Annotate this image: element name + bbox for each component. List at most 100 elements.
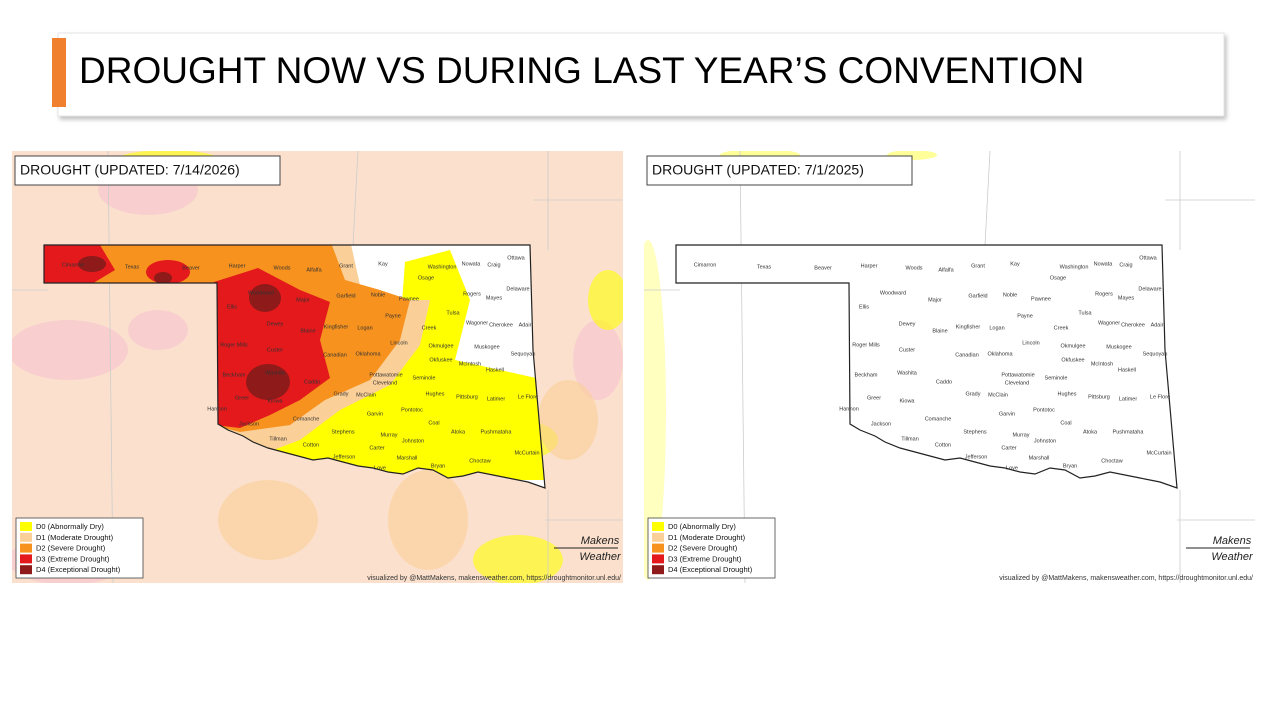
county-label: Washita [265,370,286,376]
county-label: McIntosh [459,361,481,367]
county-label: Payne [385,313,401,319]
legend-label: D4 (Exceptional Drought) [668,565,753,574]
county-label: Cherokee [489,322,513,328]
county-label: Pontotoc [401,407,423,413]
county-label: Adair [519,322,532,328]
map-panel: Cimarron Texas Beaver Harper Woods Alfalfa Gra… [12,151,623,583]
county-label: Comanche [925,416,952,422]
title-accent [52,38,66,107]
county-label: Grady [334,391,349,397]
county-label: Washita [897,370,918,376]
legend-label: D1 (Moderate Drought) [36,533,114,542]
map-title-box [646,155,913,186]
county-label: Hughes [1058,391,1077,397]
border-line [984,151,991,246]
slide-title: DROUGHT NOW VS DURING LAST YEAR’S CONVEN… [79,50,1084,91]
map-title: DROUGHT (UPDATED: 7/1/2025) [652,162,864,178]
county-label: Washington [428,264,457,270]
border-line [352,151,359,246]
county-label: Pittsburg [1088,394,1110,400]
county-label: Garfield [968,293,987,299]
county-label: Coal [1060,420,1071,426]
county-label: Jackson [239,421,259,427]
county-label: Pushmataha [1113,429,1145,435]
legend-swatch [652,554,664,564]
county-label: Seminole [413,375,436,381]
county-label: Rogers [1095,291,1113,297]
county-label: Beaver [182,265,200,271]
county-label: Latimer [487,396,506,402]
county-label: Ottawa [1139,255,1157,261]
county-label: Noble [1003,292,1017,298]
county-label: Rogers [463,291,481,297]
county-label: Delaware [1138,286,1161,292]
county-label: Craig [487,262,500,268]
county-label: Alfalfa [306,267,322,273]
county-label: Carter [369,445,384,451]
county-label: Cherokee [1121,322,1145,328]
county-label: Adair [1151,322,1164,328]
county-label: Mayes [1118,295,1134,301]
legend-swatch [20,522,32,531]
county-label: Stephens [963,429,986,435]
county-label: Garvin [367,411,383,417]
county-label: Murray [380,432,397,438]
county-label: Jackson [871,421,891,427]
county-label: Haskell [486,367,504,373]
county-label: Marshall [1029,455,1050,461]
county-label: Pawnee [1031,296,1051,302]
drought-areas [44,245,545,480]
county-label: Mayes [486,295,502,301]
county-label: Kiowa [900,398,916,404]
county-label: Seminole [1045,375,1068,381]
county-label: Tulsa [1078,310,1092,316]
county-label: Noble [371,292,385,298]
county-label: Okfuskee [1061,357,1084,363]
county-label: Jefferson [965,454,988,460]
border-line [107,151,114,583]
county-label: Okfuskee [429,357,452,363]
county-label: Comanche [293,416,320,422]
county-label: McCurtain [514,450,539,456]
county-label: Payne [1017,313,1033,319]
map-title-box [14,155,281,186]
county-label: Woodward [248,290,274,296]
county-label: Garfield [336,293,355,299]
county-label: Hughes [426,391,445,397]
logo-bottom: Weather [579,551,622,563]
credit: visualized by @MattMakens, makensweather… [999,575,1253,582]
legend-label: D4 (Exceptional Drought) [36,565,121,574]
county-label: Texas [125,264,140,270]
county-label: Jefferson [333,454,356,460]
county-label: Muskogee [474,344,499,350]
county-label: Custer [899,347,915,353]
county-label: McCurtain [1146,450,1171,456]
county-label: Pottawatomie [1001,372,1034,378]
county-label: Cleveland [1005,380,1029,386]
county-label: Osage [418,275,434,281]
county-label: Creek [1054,325,1069,331]
county-label: Roger Mills [220,342,248,348]
county-label: Bryan [431,463,445,469]
county-label: Ellis [227,304,237,310]
county-label: Major [928,297,942,303]
county-label: Stephens [331,429,354,435]
d4-area [246,364,290,400]
county-label: Johnston [402,438,424,444]
d0-area [644,240,666,580]
dry-area [128,310,188,350]
county-label: Sequoyah [511,351,536,357]
county-label: Pawnee [399,296,419,302]
county-label: Ottawa [507,255,525,261]
county-label: Tillman [269,436,287,442]
legend-label: D3 (Extreme Drought) [668,554,742,563]
d0-area [473,535,563,583]
legend-swatch [652,543,664,553]
county-label: Harmon [839,406,859,412]
county-label: Choctaw [469,458,490,464]
legend-swatch [652,532,664,542]
county-label: Bryan [1063,463,1077,469]
county-label: Custer [267,347,283,353]
county-label: Creek [422,325,437,331]
county-label: Logan [357,325,372,331]
